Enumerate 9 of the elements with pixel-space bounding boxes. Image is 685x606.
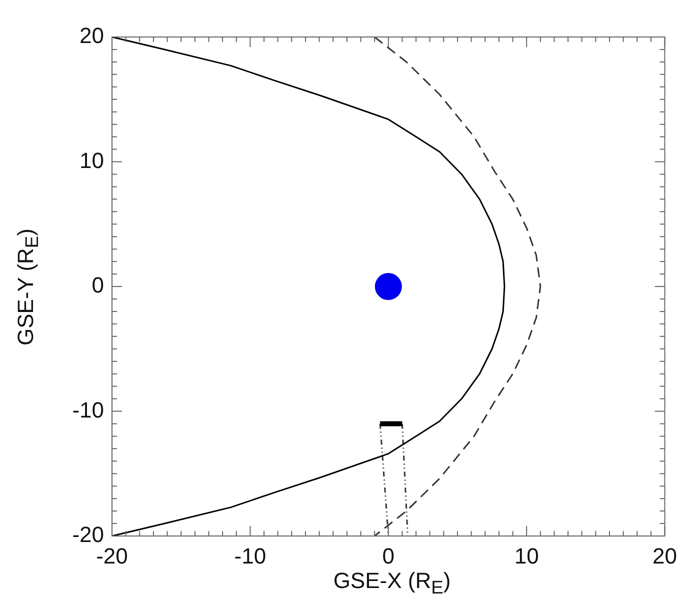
y-tick-label: 10 xyxy=(80,148,104,173)
y-tick-label: 0 xyxy=(92,272,104,298)
x-tick-label: 20 xyxy=(652,543,678,568)
x-tick-label: 0 xyxy=(382,543,395,568)
x-tick-label: -10 xyxy=(234,543,266,568)
x-axis-title: GSE-X (R$_{E}$) xyxy=(332,568,452,598)
y-tick-label: -10 xyxy=(72,397,104,422)
y-tick-label: 20 xyxy=(80,23,104,48)
x-tick-label: 10 xyxy=(514,543,539,568)
